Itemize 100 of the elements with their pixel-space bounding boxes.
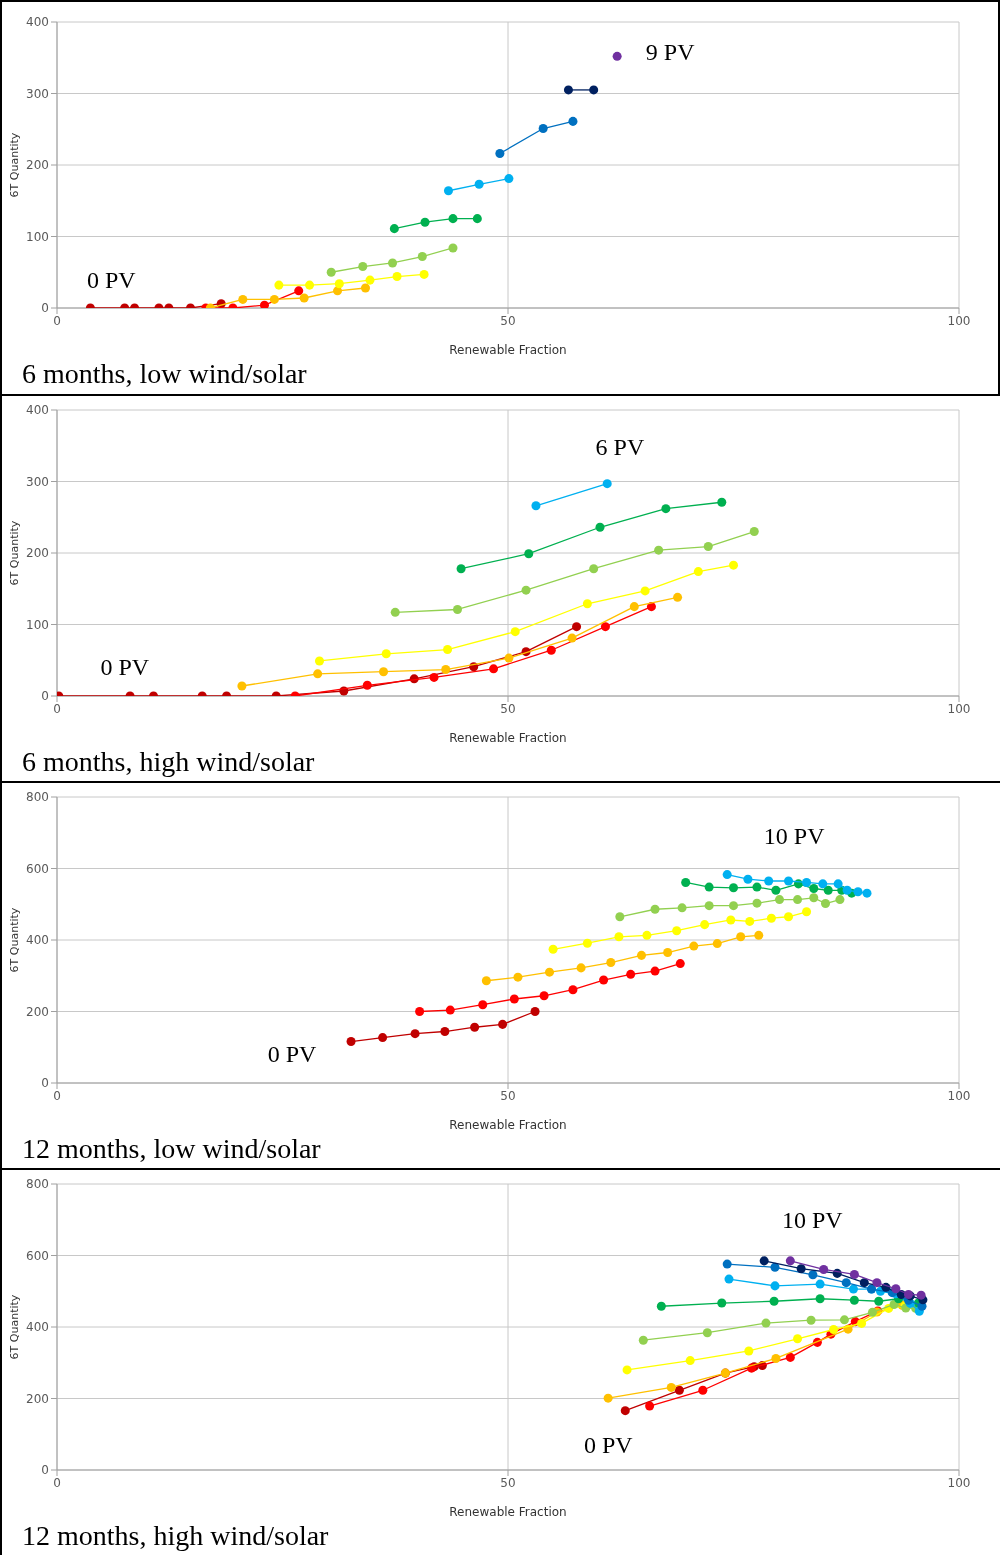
- point: [785, 1352, 795, 1362]
- point: [728, 883, 739, 893]
- point: [823, 885, 833, 895]
- y-tick-label: 400: [26, 403, 49, 418]
- point: [645, 1401, 655, 1411]
- point: [849, 1269, 859, 1279]
- y-axis-title: 6T Quantity: [7, 520, 21, 586]
- point: [567, 633, 577, 643]
- point: [743, 874, 753, 884]
- point: [728, 560, 739, 570]
- y-tick-label: 0: [41, 301, 49, 316]
- annotation: 0 PV: [267, 1040, 317, 1068]
- y-tick-label: 300: [26, 86, 49, 101]
- point: [622, 1365, 632, 1375]
- x-tick-label: 50: [500, 313, 516, 328]
- point: [595, 522, 605, 532]
- point: [802, 907, 812, 917]
- point: [700, 920, 710, 930]
- point: [626, 969, 636, 979]
- point: [784, 912, 794, 922]
- x-tick-label: 50: [500, 701, 516, 716]
- y-axis-title: 6T Quantity: [7, 132, 21, 198]
- point: [703, 542, 713, 552]
- point: [717, 1298, 727, 1308]
- point: [378, 1033, 388, 1043]
- point: [754, 930, 764, 940]
- point: [600, 622, 610, 632]
- annotation: 10 PV: [763, 822, 825, 850]
- point: [689, 941, 699, 951]
- point: [612, 51, 622, 61]
- point: [874, 1296, 884, 1306]
- point: [849, 1295, 859, 1305]
- y-tick-label: 600: [26, 861, 49, 876]
- point: [771, 885, 781, 895]
- point: [867, 1307, 877, 1317]
- point: [381, 649, 391, 659]
- point: [749, 527, 759, 537]
- point: [568, 985, 578, 995]
- point: [392, 272, 402, 282]
- text: 12 months, low wind/solar: [22, 1133, 322, 1165]
- y-axis-title: 6T Quantity: [7, 1294, 21, 1360]
- point: [489, 664, 499, 674]
- point: [842, 885, 852, 895]
- point: [793, 1334, 803, 1344]
- annotation: 0 PV: [583, 1431, 633, 1459]
- y-tick-label: 400: [26, 1320, 49, 1335]
- point: [650, 904, 660, 914]
- point: [820, 899, 831, 909]
- point: [410, 1029, 420, 1039]
- point: [819, 1264, 829, 1274]
- point: [802, 877, 812, 887]
- point: [764, 876, 774, 886]
- point: [470, 1022, 480, 1032]
- point: [602, 479, 612, 489]
- point: [848, 1284, 858, 1294]
- point: [509, 994, 519, 1004]
- point: [704, 882, 714, 892]
- y-tick-label: 200: [26, 1004, 49, 1019]
- x-tick-label: 0: [53, 701, 61, 716]
- point: [269, 294, 279, 304]
- point: [793, 895, 803, 905]
- point: [238, 294, 248, 304]
- point: [568, 116, 578, 126]
- point: [513, 972, 523, 982]
- point: [472, 214, 482, 224]
- y-tick-label: 600: [26, 1248, 49, 1263]
- point: [841, 1278, 851, 1288]
- point: [456, 564, 466, 574]
- point: [829, 1325, 839, 1335]
- point: [681, 877, 691, 887]
- point: [833, 879, 843, 889]
- point: [448, 214, 458, 224]
- point: [717, 497, 727, 507]
- point: [859, 1278, 869, 1288]
- point: [474, 179, 484, 189]
- point: [642, 930, 652, 940]
- annotation: 10 PV: [781, 1206, 843, 1234]
- point: [806, 1315, 816, 1325]
- x-tick-label: 50: [500, 1088, 516, 1103]
- y-tick-label: 200: [26, 1391, 49, 1406]
- point: [521, 585, 531, 595]
- point: [448, 243, 458, 253]
- point: [745, 916, 755, 926]
- point: [390, 607, 400, 617]
- point: [744, 1346, 754, 1356]
- point: [766, 913, 776, 923]
- point: [672, 926, 682, 936]
- point: [294, 286, 304, 296]
- point: [752, 882, 762, 892]
- point: [544, 967, 555, 977]
- point: [572, 622, 582, 632]
- point: [420, 217, 430, 227]
- point: [736, 932, 746, 942]
- point: [538, 124, 548, 134]
- point: [305, 280, 315, 290]
- point: [388, 258, 398, 268]
- y-tick-label: 400: [26, 15, 49, 30]
- point: [771, 1353, 781, 1363]
- point: [815, 1294, 825, 1304]
- point: [429, 672, 439, 682]
